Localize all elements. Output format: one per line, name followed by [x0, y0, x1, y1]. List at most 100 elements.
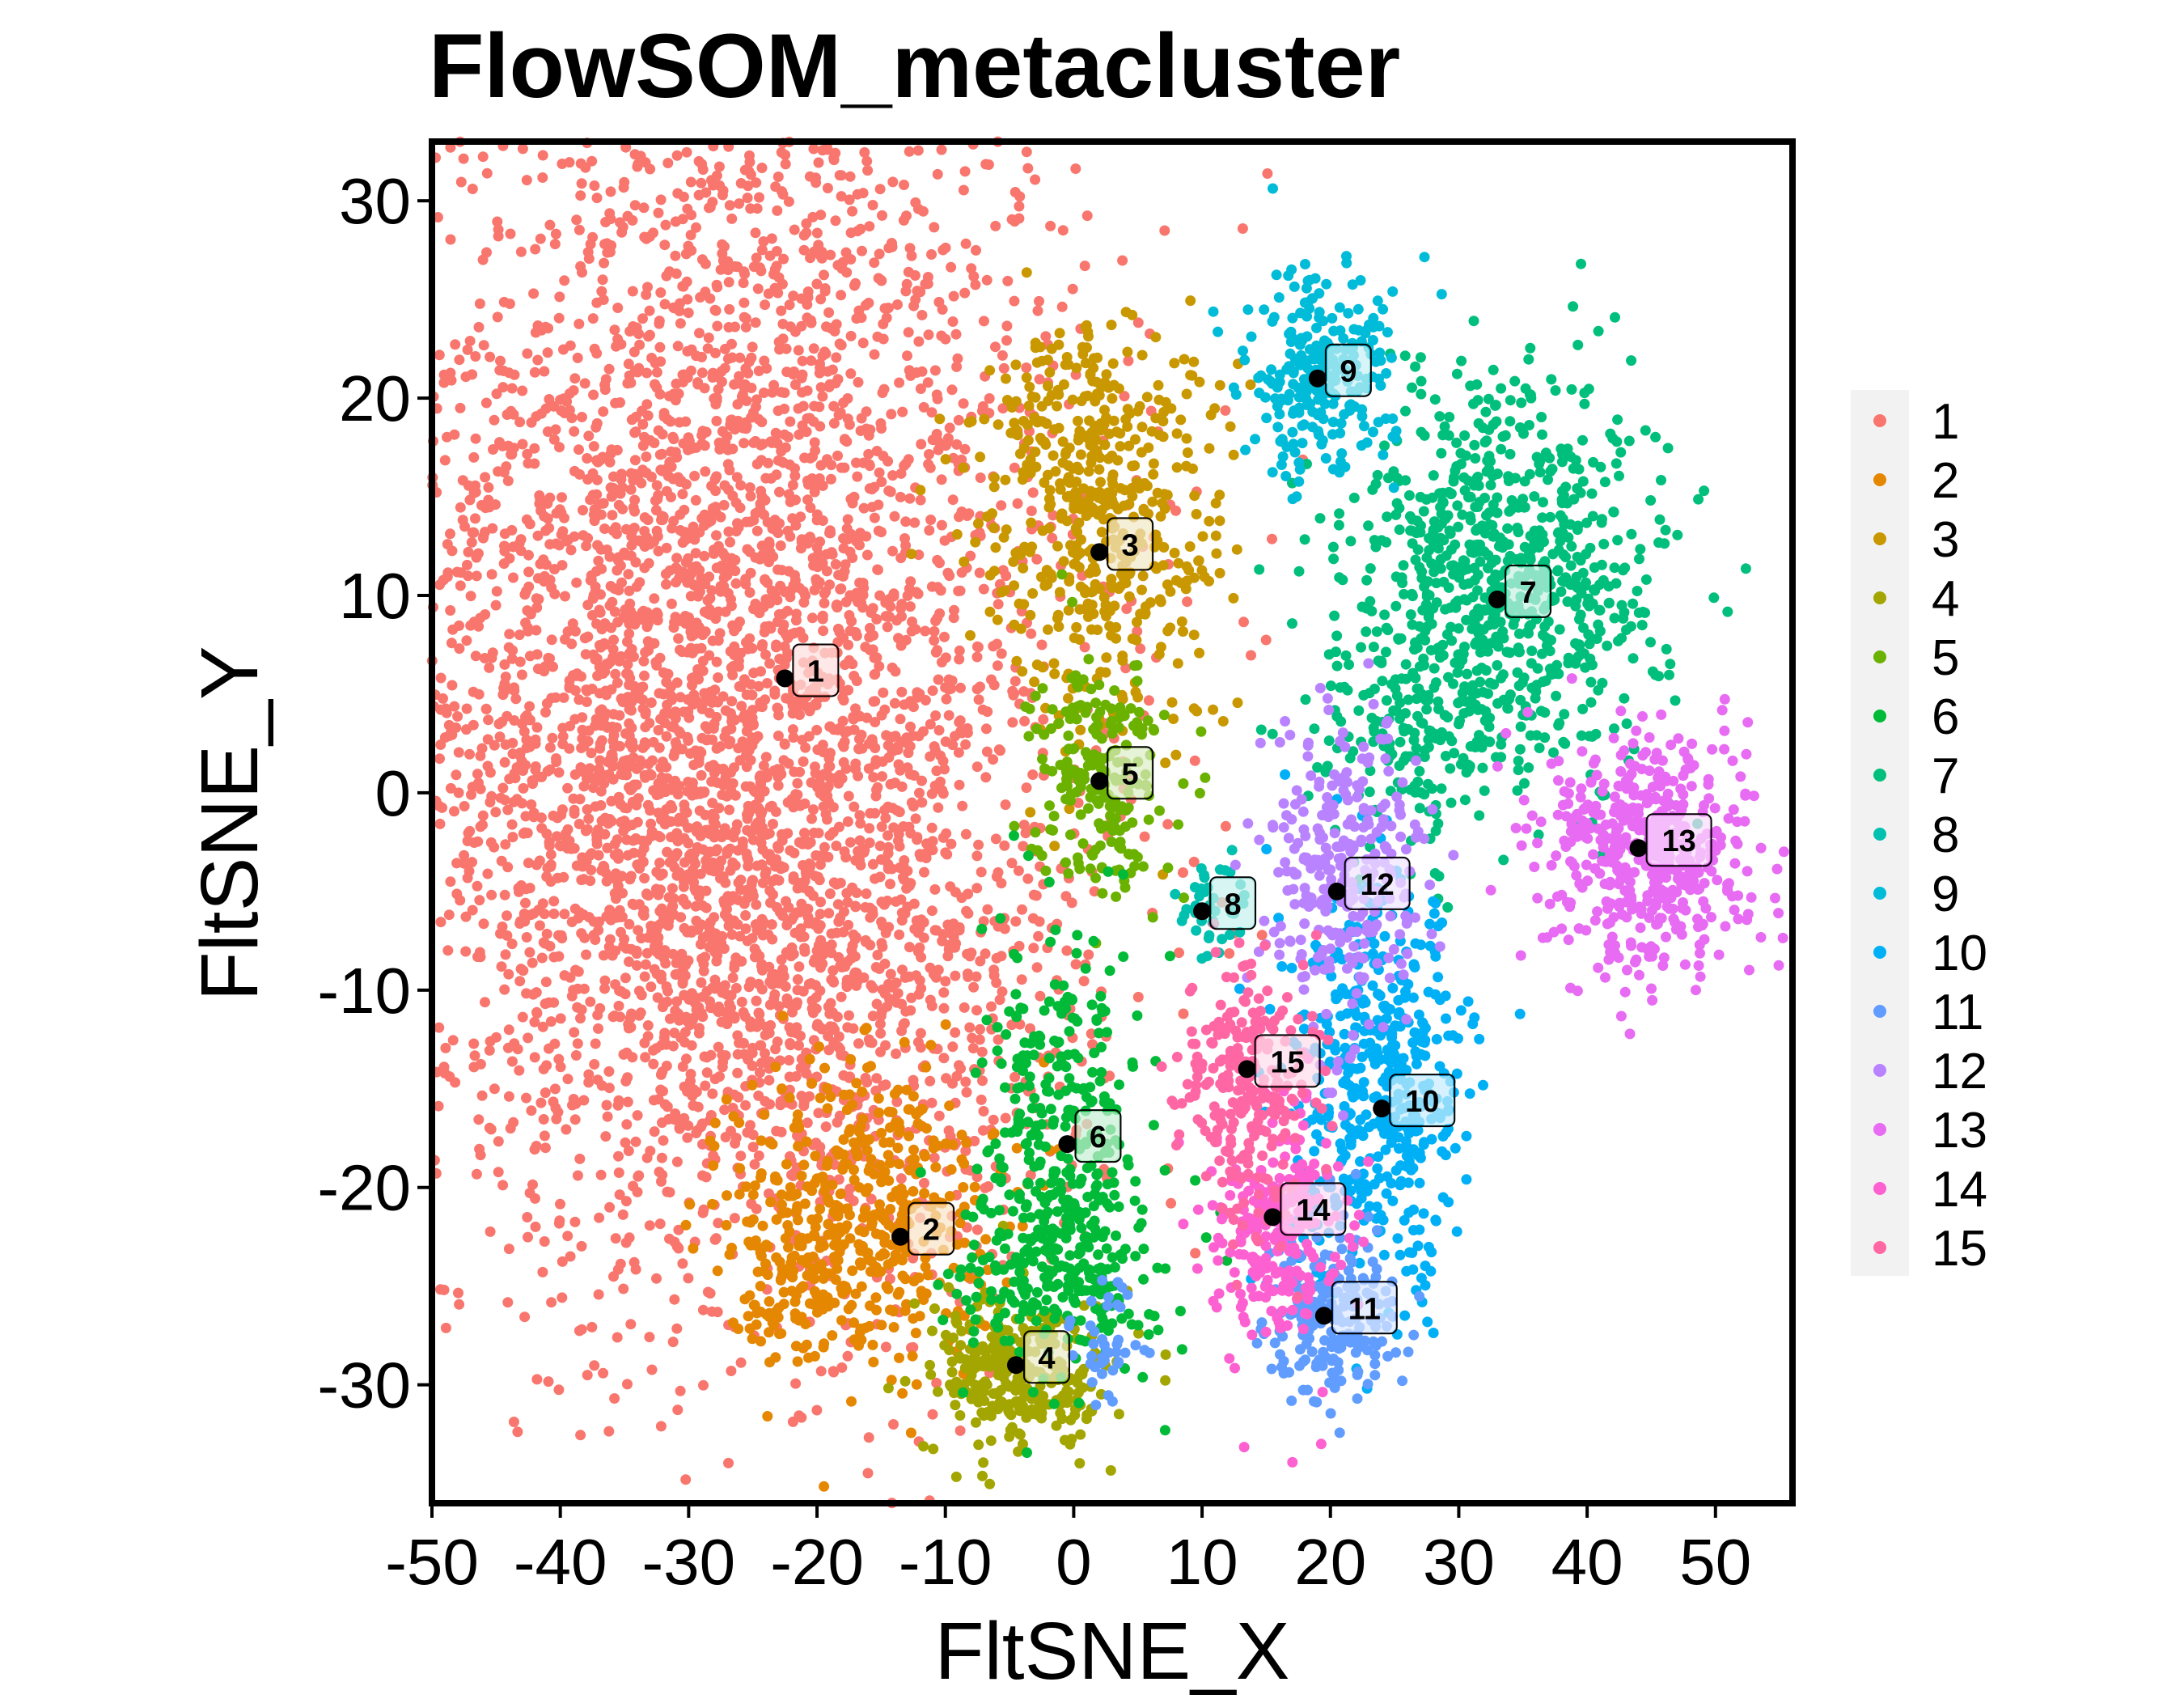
- point: [774, 764, 785, 775]
- point: [582, 1370, 593, 1381]
- point: [898, 860, 909, 871]
- point: [988, 964, 1000, 976]
- point: [525, 608, 536, 620]
- point: [886, 409, 897, 420]
- point: [926, 1000, 938, 1011]
- point: [700, 696, 712, 706]
- point: [828, 724, 840, 735]
- point: [473, 1114, 485, 1125]
- point: [769, 989, 781, 1000]
- point: [746, 1198, 757, 1210]
- point: [930, 710, 942, 721]
- point: [835, 1188, 846, 1200]
- point: [819, 286, 831, 297]
- point: [921, 1288, 932, 1299]
- point: [845, 1053, 857, 1065]
- point: [722, 354, 734, 364]
- point: [656, 1152, 667, 1163]
- point: [918, 932, 929, 943]
- point: [869, 257, 880, 269]
- point: [925, 718, 936, 730]
- point: [940, 847, 951, 858]
- point: [794, 626, 806, 638]
- point: [802, 701, 812, 713]
- point: [971, 883, 983, 894]
- point: [645, 818, 657, 829]
- point: [803, 1352, 814, 1363]
- point: [711, 530, 722, 541]
- point: [593, 925, 604, 936]
- point: [945, 881, 956, 892]
- point: [569, 769, 581, 780]
- point: [654, 341, 666, 353]
- point: [802, 475, 813, 486]
- point: [929, 365, 941, 376]
- point: [667, 883, 678, 894]
- point: [454, 354, 465, 366]
- point: [717, 239, 728, 250]
- point: [591, 417, 603, 429]
- point: [736, 997, 747, 1007]
- point: [684, 612, 694, 623]
- point: [445, 234, 456, 245]
- point: [931, 765, 942, 777]
- point: [647, 755, 658, 766]
- point: [849, 491, 860, 502]
- point: [807, 211, 819, 222]
- point: [734, 371, 745, 382]
- point: [454, 643, 465, 655]
- point: [707, 1198, 718, 1210]
- point: [682, 1132, 693, 1143]
- point: [895, 714, 906, 725]
- point: [746, 827, 757, 838]
- point: [654, 1167, 665, 1177]
- point: [1066, 897, 1077, 909]
- point: [678, 706, 689, 718]
- point: [740, 363, 751, 375]
- point: [510, 693, 522, 705]
- point: [1007, 717, 1018, 728]
- point: [496, 855, 507, 866]
- point: [813, 923, 824, 934]
- point: [595, 642, 607, 653]
- point: [629, 847, 639, 858]
- point: [685, 230, 696, 240]
- point: [960, 1146, 971, 1156]
- point: [652, 992, 663, 1003]
- point: [659, 239, 671, 251]
- point: [1197, 531, 1208, 542]
- point: [477, 810, 489, 821]
- point: [516, 669, 527, 680]
- point: [612, 1332, 623, 1343]
- point: [455, 895, 466, 906]
- point: [950, 1027, 961, 1038]
- point: [514, 417, 526, 428]
- point: [633, 159, 644, 170]
- point: [683, 307, 694, 319]
- point: [850, 931, 861, 943]
- point: [670, 1108, 681, 1119]
- point: [501, 461, 512, 472]
- point: [450, 339, 461, 350]
- point: [760, 299, 771, 311]
- point: [719, 480, 730, 491]
- point: [523, 549, 534, 561]
- point: [805, 252, 816, 264]
- point: [622, 1379, 633, 1390]
- point: [853, 734, 865, 744]
- point: [929, 625, 940, 637]
- point: [520, 711, 531, 722]
- point: [773, 272, 785, 283]
- point: [601, 1099, 612, 1111]
- point: [1081, 210, 1093, 222]
- point: [599, 257, 610, 269]
- point: [876, 527, 887, 538]
- point: [874, 1199, 885, 1210]
- point: [653, 725, 664, 735]
- point: [817, 515, 828, 526]
- point: [522, 348, 533, 359]
- point: [760, 649, 771, 660]
- point: [554, 442, 565, 453]
- point: [828, 1206, 840, 1217]
- point: [468, 1038, 480, 1049]
